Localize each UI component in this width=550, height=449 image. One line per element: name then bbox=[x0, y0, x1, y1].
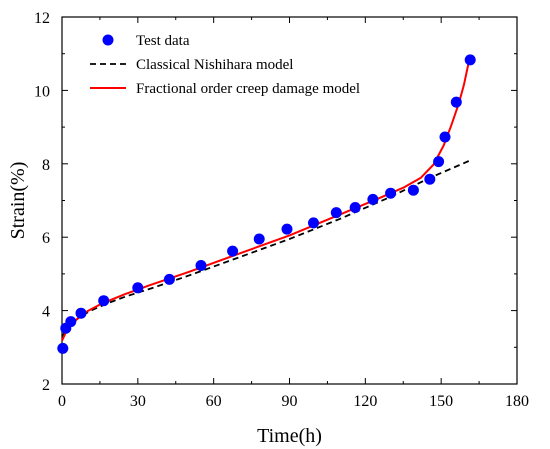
y-tick-label: 6 bbox=[42, 230, 50, 247]
test-data-point bbox=[98, 295, 110, 307]
y-tick-label: 4 bbox=[42, 304, 50, 321]
y-tick-label: 2 bbox=[42, 377, 50, 394]
test-data-point bbox=[433, 156, 445, 168]
test-data-point bbox=[132, 282, 144, 294]
test-data-point bbox=[65, 316, 77, 328]
x-tick-label: 180 bbox=[505, 393, 529, 410]
test-data-point bbox=[227, 245, 239, 257]
series-layer bbox=[57, 54, 476, 354]
x-axis-title: Time(h) bbox=[257, 425, 322, 447]
test-data-point bbox=[439, 131, 451, 143]
test-data-point bbox=[195, 260, 207, 271]
fractional-model-line bbox=[61, 60, 470, 342]
x-tick-label: 120 bbox=[353, 393, 377, 410]
nishihara-model-line bbox=[61, 160, 470, 337]
test-data-point bbox=[464, 54, 476, 66]
x-tick-label: 30 bbox=[130, 393, 146, 410]
y-tick-label: 10 bbox=[34, 83, 50, 100]
test-data-point bbox=[57, 342, 69, 354]
y-tick-label: 12 bbox=[34, 10, 50, 27]
x-tick-label: 0 bbox=[58, 393, 66, 410]
test-data-point bbox=[308, 217, 319, 229]
test-data-point bbox=[367, 193, 379, 205]
test-data-point bbox=[385, 187, 397, 199]
test-data-point bbox=[349, 202, 361, 213]
test-data-point bbox=[75, 307, 87, 319]
test-data-point bbox=[407, 184, 419, 196]
y-axis-title: Strain(%) bbox=[7, 162, 29, 240]
y-tick-label: 8 bbox=[42, 157, 50, 174]
test-data-point bbox=[281, 223, 293, 235]
x-tick-label: 90 bbox=[282, 393, 298, 410]
test-data-point bbox=[450, 96, 462, 108]
x-tick-label: 150 bbox=[429, 393, 453, 410]
tick-labels: 0 30 60 90 120 150 180 2 4 6 8 10 12 bbox=[34, 10, 529, 410]
legend-label: Test data bbox=[136, 33, 190, 49]
test-data-point bbox=[424, 173, 436, 185]
axis-ticks bbox=[61, 16, 518, 385]
legend-marker-test-data bbox=[102, 34, 114, 46]
legend-label: Fractional order creep damage model bbox=[136, 81, 360, 97]
legend: Test data Classical Nishihara model Fracti… bbox=[90, 33, 360, 97]
test-data-point bbox=[253, 233, 265, 245]
test-data-point bbox=[163, 273, 175, 285]
x-tick-label: 60 bbox=[206, 393, 222, 410]
test-data-point bbox=[330, 207, 342, 219]
legend-label: Classical Nishihara model bbox=[136, 57, 293, 73]
